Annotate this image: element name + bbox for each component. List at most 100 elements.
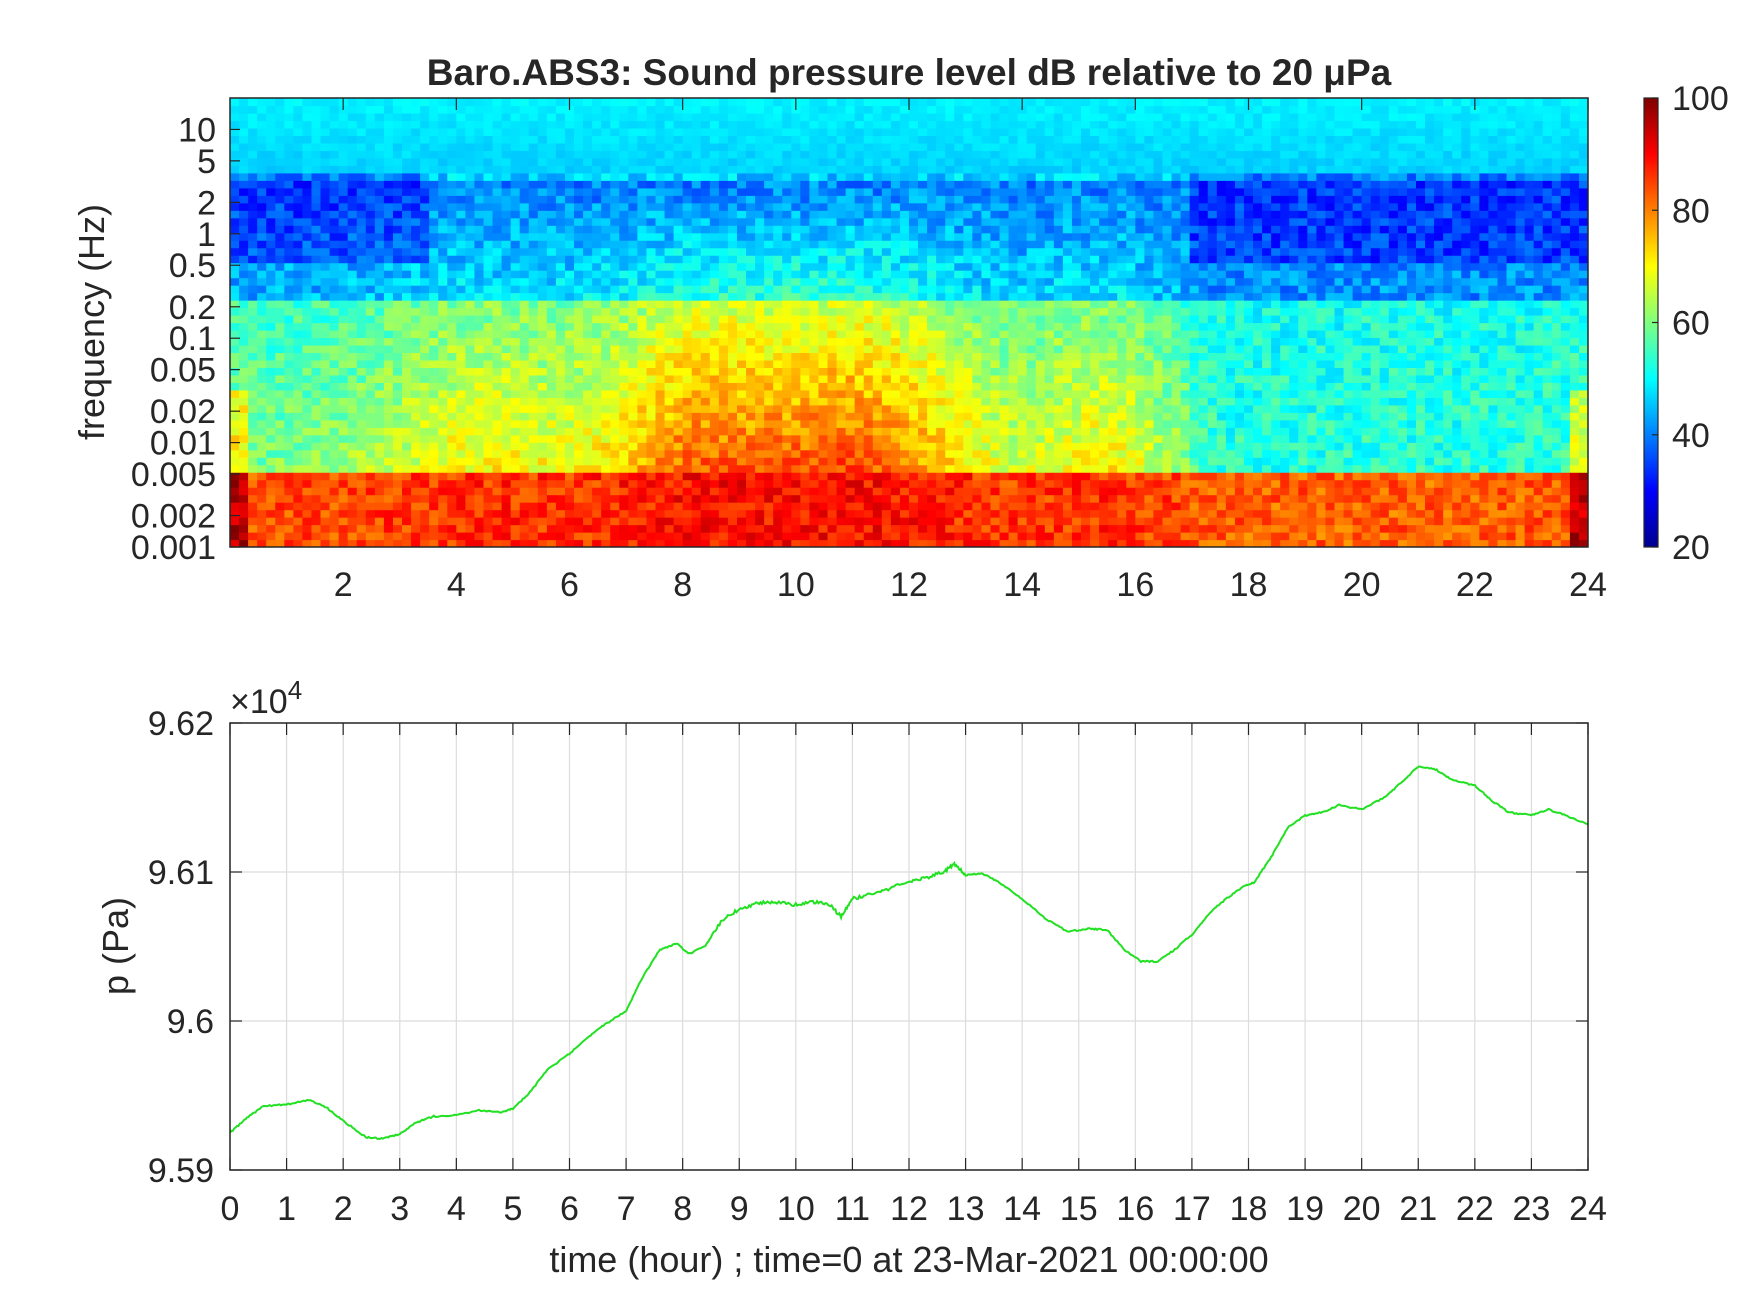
spectrogram-cell (266, 142, 276, 151)
spectrogram-cell (293, 98, 304, 107)
spectrogram-cell (501, 419, 512, 428)
spectrogram-cell (284, 367, 294, 376)
spectrogram-cell (456, 464, 466, 473)
spectrogram-cell (682, 367, 693, 376)
spectrogram-cell (284, 292, 294, 301)
spectrogram-cell (655, 449, 666, 458)
spectrogram-cell (764, 105, 774, 114)
spectrogram-cell (483, 352, 494, 361)
spectrogram-cell (872, 210, 883, 219)
spectrogram-cell (936, 509, 946, 518)
spectrogram-cell (601, 517, 611, 526)
spectrogram-cell (718, 539, 729, 547)
spectrogram-cell (836, 374, 847, 383)
spectrogram-cell (537, 487, 548, 496)
spectrogram-cell (800, 157, 811, 166)
spectrogram-cell (963, 240, 973, 249)
spectrogram-cell (800, 359, 811, 368)
spectrogram-cell (601, 434, 611, 443)
spectrogram-cell (863, 449, 874, 458)
spectrogram-cell (718, 479, 729, 488)
spectrogram-cell (510, 165, 521, 174)
spectrogram-cell (927, 180, 937, 189)
spectrogram-cell (845, 120, 856, 129)
spectrogram-cell (275, 412, 285, 421)
spectrogram-cell (673, 532, 684, 541)
spectrogram-cell (836, 120, 847, 129)
spectrogram-cell (764, 427, 774, 436)
spectrogram-cell (365, 539, 376, 547)
spectrogram-cell (411, 412, 421, 421)
spectrogram-cell (537, 240, 548, 249)
spectrogram-cell (329, 277, 340, 286)
spectrogram-cell (881, 195, 892, 204)
spectrogram-cell (655, 300, 666, 309)
spectrogram-cell (854, 442, 865, 451)
spectrogram-cell (601, 367, 611, 376)
spectrogram-cell (456, 142, 466, 151)
spectrogram-cell (447, 307, 457, 316)
spectrogram-cell (691, 187, 702, 196)
spectrogram-cell (465, 202, 476, 211)
spectrogram-cell (456, 382, 466, 391)
spectrogram-cell (402, 427, 412, 436)
spectrogram-cell (583, 180, 593, 189)
spectrogram-cell (881, 187, 892, 196)
spectrogram-cell (438, 374, 448, 383)
spectrogram-cell (881, 135, 892, 144)
spectrogram-cell (691, 449, 702, 458)
spectrogram-cell (954, 532, 964, 541)
spectrogram-cell (628, 457, 638, 466)
spectrogram-cell (818, 337, 829, 346)
spectrogram-cell (347, 427, 358, 436)
spectrogram-cell (899, 135, 910, 144)
spectrogram-cell (736, 210, 747, 219)
spectrogram-cell (655, 337, 666, 346)
spectrogram-cell (827, 382, 838, 391)
spectrogram-cell (881, 285, 892, 294)
spectrogram-cell (528, 539, 539, 547)
spectrogram-cell (456, 524, 466, 533)
spectrogram-cell (338, 112, 349, 122)
spectrogram-cell (818, 509, 829, 518)
spectrogram-cell (302, 374, 313, 383)
spectrogram-cell (293, 494, 304, 503)
spectrogram-cell (664, 217, 675, 226)
spectrogram-cell (456, 270, 466, 279)
spectrogram-cell (383, 232, 394, 241)
spectrogram-cell (655, 329, 666, 339)
spectrogram-cell (248, 105, 258, 114)
spectrogram-cell (447, 524, 457, 533)
spectrogram-cell (782, 277, 792, 286)
spectrogram-cell (736, 112, 747, 122)
spectrogram-cell (492, 135, 503, 144)
spectrogram-cell (474, 502, 485, 511)
spectrogram-cell (936, 502, 946, 511)
spectrogram-cell (827, 494, 838, 503)
spectrogram-cell (420, 105, 430, 114)
spectrogram-cell (239, 300, 249, 309)
spectrogram-cell (664, 457, 675, 466)
spectrogram-cell (872, 202, 883, 211)
spectrogram-cell (854, 329, 865, 339)
spectrogram-cell (374, 509, 385, 518)
spectrogram-cell (601, 472, 611, 481)
spectrogram-cell (456, 427, 466, 436)
spectrogram-cell (365, 255, 376, 264)
spectrogram-cell (628, 240, 638, 249)
spectrogram-cell (402, 382, 412, 391)
spectrogram-cell (537, 539, 548, 547)
spectrogram-cell (555, 509, 566, 518)
spectrogram-cell (338, 404, 349, 413)
spectrogram-cell (791, 300, 801, 309)
spectrogram-cell (574, 217, 584, 226)
spectrogram-cell (637, 472, 648, 481)
spectrogram-cell (963, 382, 973, 391)
spectrogram-cell (700, 232, 711, 241)
spectrogram-cell (392, 374, 403, 383)
spectrogram-cell (483, 135, 494, 144)
spectrogram-cell (746, 270, 756, 279)
spectrogram-cell (782, 352, 792, 361)
spectrogram-cell (872, 464, 883, 473)
spectrogram-cell (555, 277, 566, 286)
